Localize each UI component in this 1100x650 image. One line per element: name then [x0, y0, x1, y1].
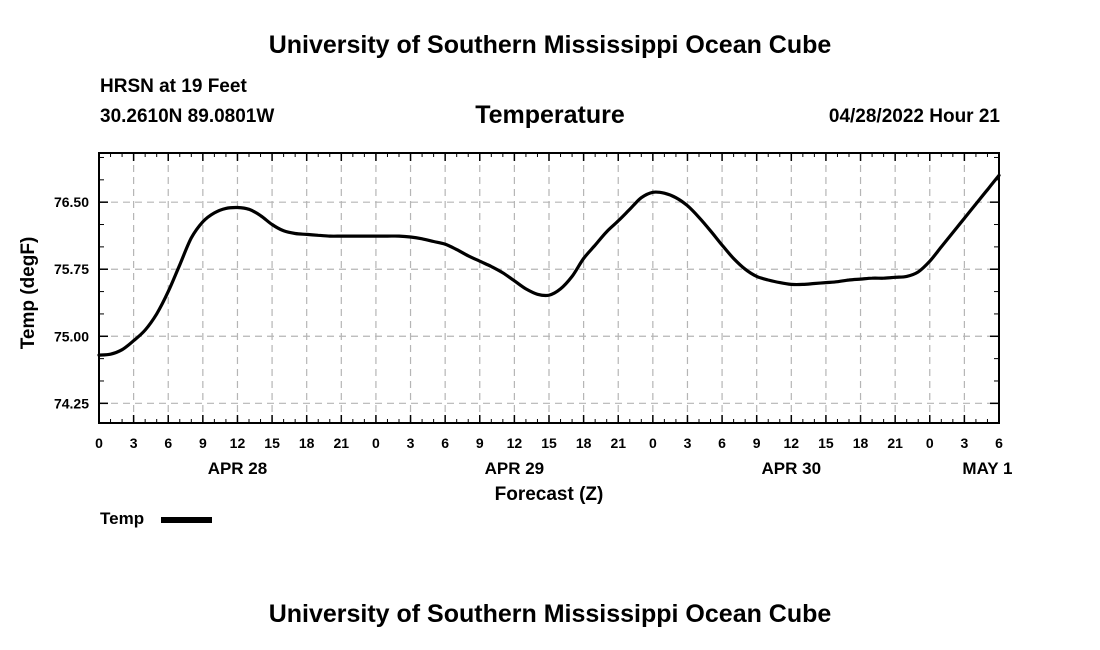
- x-tick-label: 6: [718, 435, 726, 451]
- x-tick-label: 15: [818, 435, 834, 451]
- x-tick-label: 21: [887, 435, 903, 451]
- x-tick-label: 18: [576, 435, 592, 451]
- legend-label: Temp: [100, 509, 145, 528]
- date-labels: APR 28 APR 29 APR 30 MAY 1: [208, 459, 1013, 478]
- x-axis-title: Forecast (Z): [495, 484, 604, 505]
- x-tick-label: 0: [926, 435, 934, 451]
- x-tick-label: 0: [372, 435, 380, 451]
- x-tick-label: 6: [995, 435, 1003, 451]
- x-tick-label: 3: [684, 435, 692, 451]
- x-tick-label: 12: [230, 435, 246, 451]
- x-tick-label: 0: [95, 435, 103, 451]
- top-title: University of Southern Mississippi Ocean…: [268, 31, 832, 59]
- timestamp: 04/28/2022 Hour 21: [828, 106, 1000, 127]
- x-tick-label: 18: [299, 435, 315, 451]
- x-tick-label: 3: [960, 435, 968, 451]
- x-tick-label: 0: [649, 435, 657, 451]
- x-tick-labels: 0 3 6 9 12 15 18 21 0 3 6 9 12 15 18 21 0 3 6 9 12 15 18 21 0 3 6: [95, 435, 1003, 451]
- x-tick-label: 3: [130, 435, 138, 451]
- y-axis-title: Temp (degF): [18, 237, 39, 350]
- x-tick-label: 15: [541, 435, 557, 451]
- bottom-title: University of Southern Mississippi Ocean…: [268, 600, 832, 628]
- station-name: HRSN at 19 Feet: [100, 76, 247, 97]
- y-tick-labels: 74.25 75.00 75.75 76.50: [54, 194, 89, 411]
- x-tick-label: 12: [507, 435, 523, 451]
- y-tick-label: 75.00: [54, 328, 89, 344]
- x-tick-label: 3: [407, 435, 415, 451]
- date-label: APR 28: [208, 459, 268, 478]
- x-tick-label: 15: [264, 435, 280, 451]
- x-tick-label: 18: [853, 435, 869, 451]
- grid: [99, 153, 999, 423]
- legend-swatch: [161, 517, 212, 523]
- series-line-temp: [97, 173, 1001, 357]
- x-tick-label: 12: [784, 435, 800, 451]
- x-tick-label: 21: [610, 435, 626, 451]
- x-tick-label: 9: [753, 435, 761, 451]
- x-tick-label: 6: [164, 435, 172, 451]
- date-label: APR 30: [762, 459, 822, 478]
- y-tick-label: 74.25: [54, 395, 89, 411]
- x-tick-label: 6: [441, 435, 449, 451]
- y-tick-label: 75.75: [54, 261, 89, 277]
- y-tick-label: 76.50: [54, 194, 89, 210]
- plot-frame: [98, 152, 1000, 424]
- x-tick-label: 9: [199, 435, 207, 451]
- x-tick-label: 21: [334, 435, 350, 451]
- date-label: APR 29: [485, 459, 545, 478]
- x-tick-label: 9: [476, 435, 484, 451]
- date-label: MAY 1: [962, 459, 1012, 478]
- chart-subtitle: Temperature: [475, 101, 625, 129]
- station-coords: 30.2610N 89.0801W: [100, 106, 275, 127]
